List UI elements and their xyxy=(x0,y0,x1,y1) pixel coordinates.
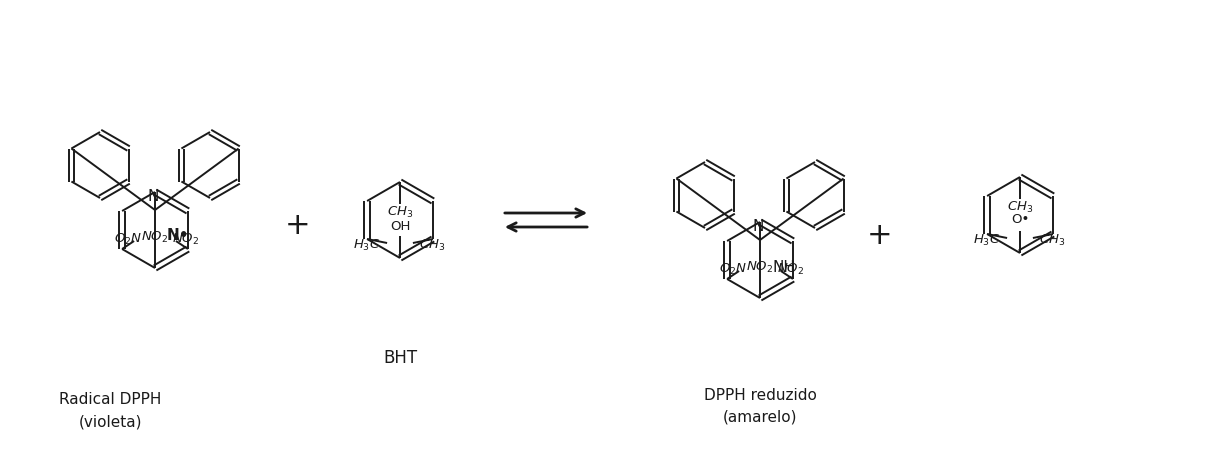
Text: $NO_2$: $NO_2$ xyxy=(142,230,168,245)
Text: Radical DPPH: Radical DPPH xyxy=(59,393,161,408)
Text: $O_2N$: $O_2N$ xyxy=(719,262,747,276)
Text: $NO_2$: $NO_2$ xyxy=(747,260,773,275)
Text: $CH_3$: $CH_3$ xyxy=(1039,232,1066,247)
Text: $CH_3$: $CH_3$ xyxy=(1007,200,1033,215)
Text: NH: NH xyxy=(772,261,795,276)
Text: $H_3C$: $H_3C$ xyxy=(353,237,381,252)
Text: $CH_3$: $CH_3$ xyxy=(419,237,445,252)
Text: $CH_3$: $CH_3$ xyxy=(387,205,413,220)
Text: (amarelo): (amarelo) xyxy=(722,410,797,424)
Text: BHT: BHT xyxy=(382,349,417,367)
Text: +: + xyxy=(286,211,311,240)
Text: DPPH reduzido: DPPH reduzido xyxy=(703,388,817,403)
Text: OH: OH xyxy=(390,220,410,233)
Text: N: N xyxy=(148,189,159,204)
Text: +: + xyxy=(868,221,893,250)
Text: (violeta): (violeta) xyxy=(79,415,142,429)
Text: $NO_2$: $NO_2$ xyxy=(777,262,805,276)
Text: N•: N• xyxy=(167,228,190,243)
Text: $O_2N$: $O_2N$ xyxy=(114,232,142,247)
Text: $H_3C$: $H_3C$ xyxy=(974,232,1001,247)
Text: O•: O• xyxy=(1010,213,1030,226)
Text: N: N xyxy=(753,219,764,234)
Text: $NO_2$: $NO_2$ xyxy=(172,232,200,247)
